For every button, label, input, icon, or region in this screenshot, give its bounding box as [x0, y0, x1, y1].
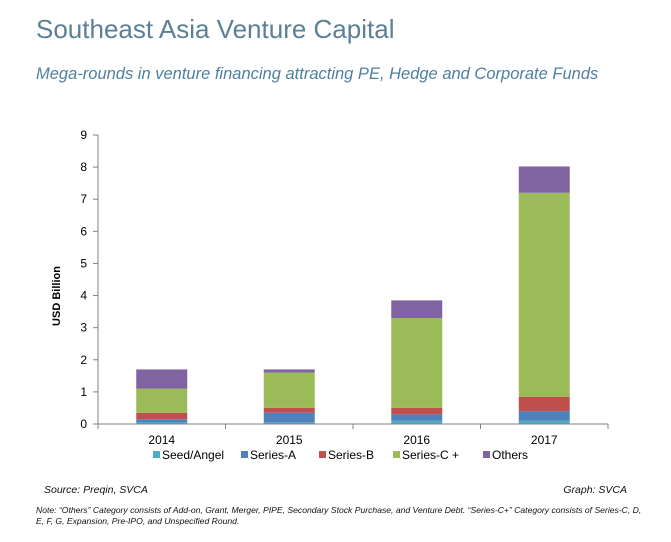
x-tick-label: 2016: [403, 433, 430, 447]
x-tick-label: 2015: [276, 433, 303, 447]
y-tick-label: 0: [80, 417, 87, 431]
bar-segment-others-2016: [391, 300, 443, 319]
legend: Seed/Angel Series-A Series-B Series-C + Othe…: [153, 448, 528, 462]
bar-segment-series-a-2014: [136, 419, 188, 423]
y-tick-label: 9: [80, 128, 87, 142]
bar-segment-others-2014: [136, 369, 188, 389]
bar-segment-seed-angel-2015: [263, 422, 315, 424]
x-axis: 2014 2015 2016 2017: [97, 423, 609, 447]
legend-swatch: [483, 451, 490, 458]
bar-segment-series-a-2015: [263, 412, 315, 423]
legend-label: Series-C +: [402, 448, 459, 462]
x-tick-label: 2014: [148, 433, 175, 447]
bar-segment-series-a-2016: [391, 414, 443, 421]
x-tick-label: 2017: [531, 433, 558, 447]
bar-segment-seed-angel-2016: [391, 420, 443, 424]
chart-title: Southeast Asia Venture Capital: [36, 14, 395, 44]
y-tick-label: 3: [80, 321, 87, 335]
y-tick-label: 4: [80, 289, 87, 303]
y-axis-label: USD Billion: [51, 266, 63, 326]
bar-segment-seed-angel-2017: [518, 420, 570, 424]
bar-segment-series-c-2016: [391, 318, 443, 408]
bar-segment-series-b-2014: [136, 412, 188, 420]
footnote: Note: “Others” Category consists of Add-…: [36, 505, 642, 526]
bar-segment-series-b-2015: [263, 407, 315, 413]
legend-label: Series-B: [328, 448, 374, 462]
legend-swatch: [393, 451, 400, 458]
graph-credit: Graph: SVCA: [563, 484, 627, 496]
source-note: Source: Preqin, SVCA: [44, 484, 148, 496]
bars: [136, 166, 570, 424]
legend-label: Seed/Angel: [162, 448, 224, 462]
bar-segment-series-a-2017: [518, 411, 570, 421]
legend-swatch: [241, 451, 248, 458]
y-tick-label: 1: [80, 385, 87, 399]
bar-segment-series-c-2017: [518, 192, 570, 397]
bar-segment-series-c-2015: [263, 372, 315, 408]
y-tick-label: 5: [80, 256, 87, 270]
y-tick-label: 6: [80, 224, 87, 238]
bar-segment-others-2015: [263, 369, 315, 373]
legend-swatch: [153, 451, 160, 458]
bar-segment-others-2017: [518, 166, 570, 193]
chart-subtitle: Mega-rounds in venture financing attract…: [36, 65, 599, 83]
y-tick-label: 8: [80, 160, 87, 174]
bar-segment-series-c-2014: [136, 388, 188, 413]
y-tick-label: 2: [80, 353, 87, 367]
bar-segment-seed-angel-2014: [136, 422, 188, 424]
legend-label: Others: [492, 448, 528, 462]
bar-segment-series-b-2017: [518, 396, 570, 412]
legend-swatch: [319, 451, 326, 458]
bar-segment-series-b-2016: [391, 407, 443, 415]
legend-label: Series-A: [250, 448, 296, 462]
y-axis: 0 1 2 3 4 5 6 7 8 9: [80, 128, 99, 431]
y-tick-label: 7: [80, 192, 87, 206]
